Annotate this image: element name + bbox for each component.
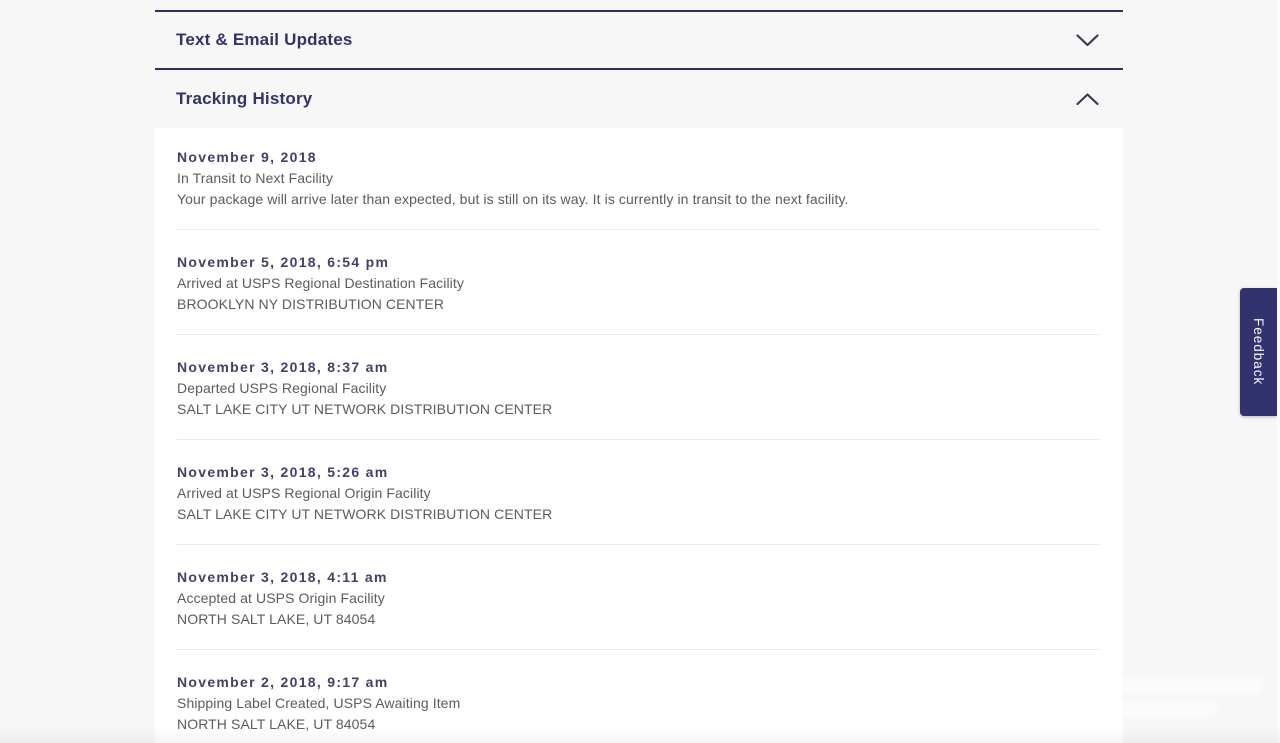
section-header-tracking-history[interactable]: Tracking History	[155, 68, 1123, 128]
section-title-text-email-updates: Text & Email Updates	[176, 30, 353, 49]
entry-status: Arrived at USPS Regional Destination Fac…	[177, 275, 464, 291]
section-header-text-email-updates[interactable]: Text & Email Updates	[155, 10, 1123, 68]
tracking-entry: November 2, 2018, 9:17 am Shipping Label…	[177, 650, 1101, 743]
feedback-tab-label: Feedback	[1251, 318, 1266, 386]
entry-status: Accepted at USPS Origin Facility	[177, 590, 385, 606]
chevron-up-icon[interactable]	[1076, 92, 1099, 106]
entry-date: November 5, 2018, 6:54 pm	[177, 254, 390, 270]
entry-status: Arrived at USPS Regional Origin Facility	[177, 485, 431, 501]
watermark	[1102, 677, 1262, 725]
scrollbar-track[interactable]	[1277, 0, 1280, 743]
tracking-accordion: Text & Email Updates Tracking History No…	[155, 10, 1123, 743]
feedback-tab[interactable]: Feedback	[1240, 288, 1277, 416]
entry-detail: SALT LAKE CITY UT NETWORK DISTRIBUTION C…	[177, 505, 553, 522]
chevron-down-icon[interactable]	[1076, 33, 1099, 47]
entry-date: November 2, 2018, 9:17 am	[177, 674, 389, 690]
entry-status: Shipping Label Created, USPS Awaiting It…	[177, 695, 461, 711]
entry-detail: BROOKLYN NY DISTRIBUTION CENTER	[177, 295, 445, 312]
section-title-tracking-history: Tracking History	[176, 89, 313, 108]
tracking-history-panel: November 9, 2018 In Transit to Next Faci…	[155, 128, 1123, 743]
entry-detail: NORTH SALT LAKE, UT 84054	[177, 715, 376, 732]
entry-status: In Transit to Next Facility	[177, 170, 333, 186]
tracking-entry: November 5, 2018, 6:54 pm Arrived at USP…	[177, 230, 1101, 335]
entry-date: November 3, 2018, 8:37 am	[177, 359, 389, 375]
entry-detail: Your package will arrive later than expe…	[177, 190, 849, 207]
tracking-entry: November 3, 2018, 5:26 am Arrived at USP…	[177, 440, 1101, 545]
entry-date: November 3, 2018, 5:26 am	[177, 464, 389, 480]
tracking-entry: November 3, 2018, 4:11 am Accepted at US…	[177, 545, 1101, 650]
entry-detail: SALT LAKE CITY UT NETWORK DISTRIBUTION C…	[177, 400, 553, 417]
entry-detail: NORTH SALT LAKE, UT 84054	[177, 610, 376, 627]
entry-date: November 9, 2018	[177, 149, 317, 165]
tracking-entry: November 3, 2018, 8:37 am Departed USPS …	[177, 335, 1101, 440]
entry-status: Departed USPS Regional Facility	[177, 380, 387, 396]
entry-date: November 3, 2018, 4:11 am	[177, 569, 388, 585]
tracking-entry: November 9, 2018 In Transit to Next Faci…	[177, 128, 1101, 230]
